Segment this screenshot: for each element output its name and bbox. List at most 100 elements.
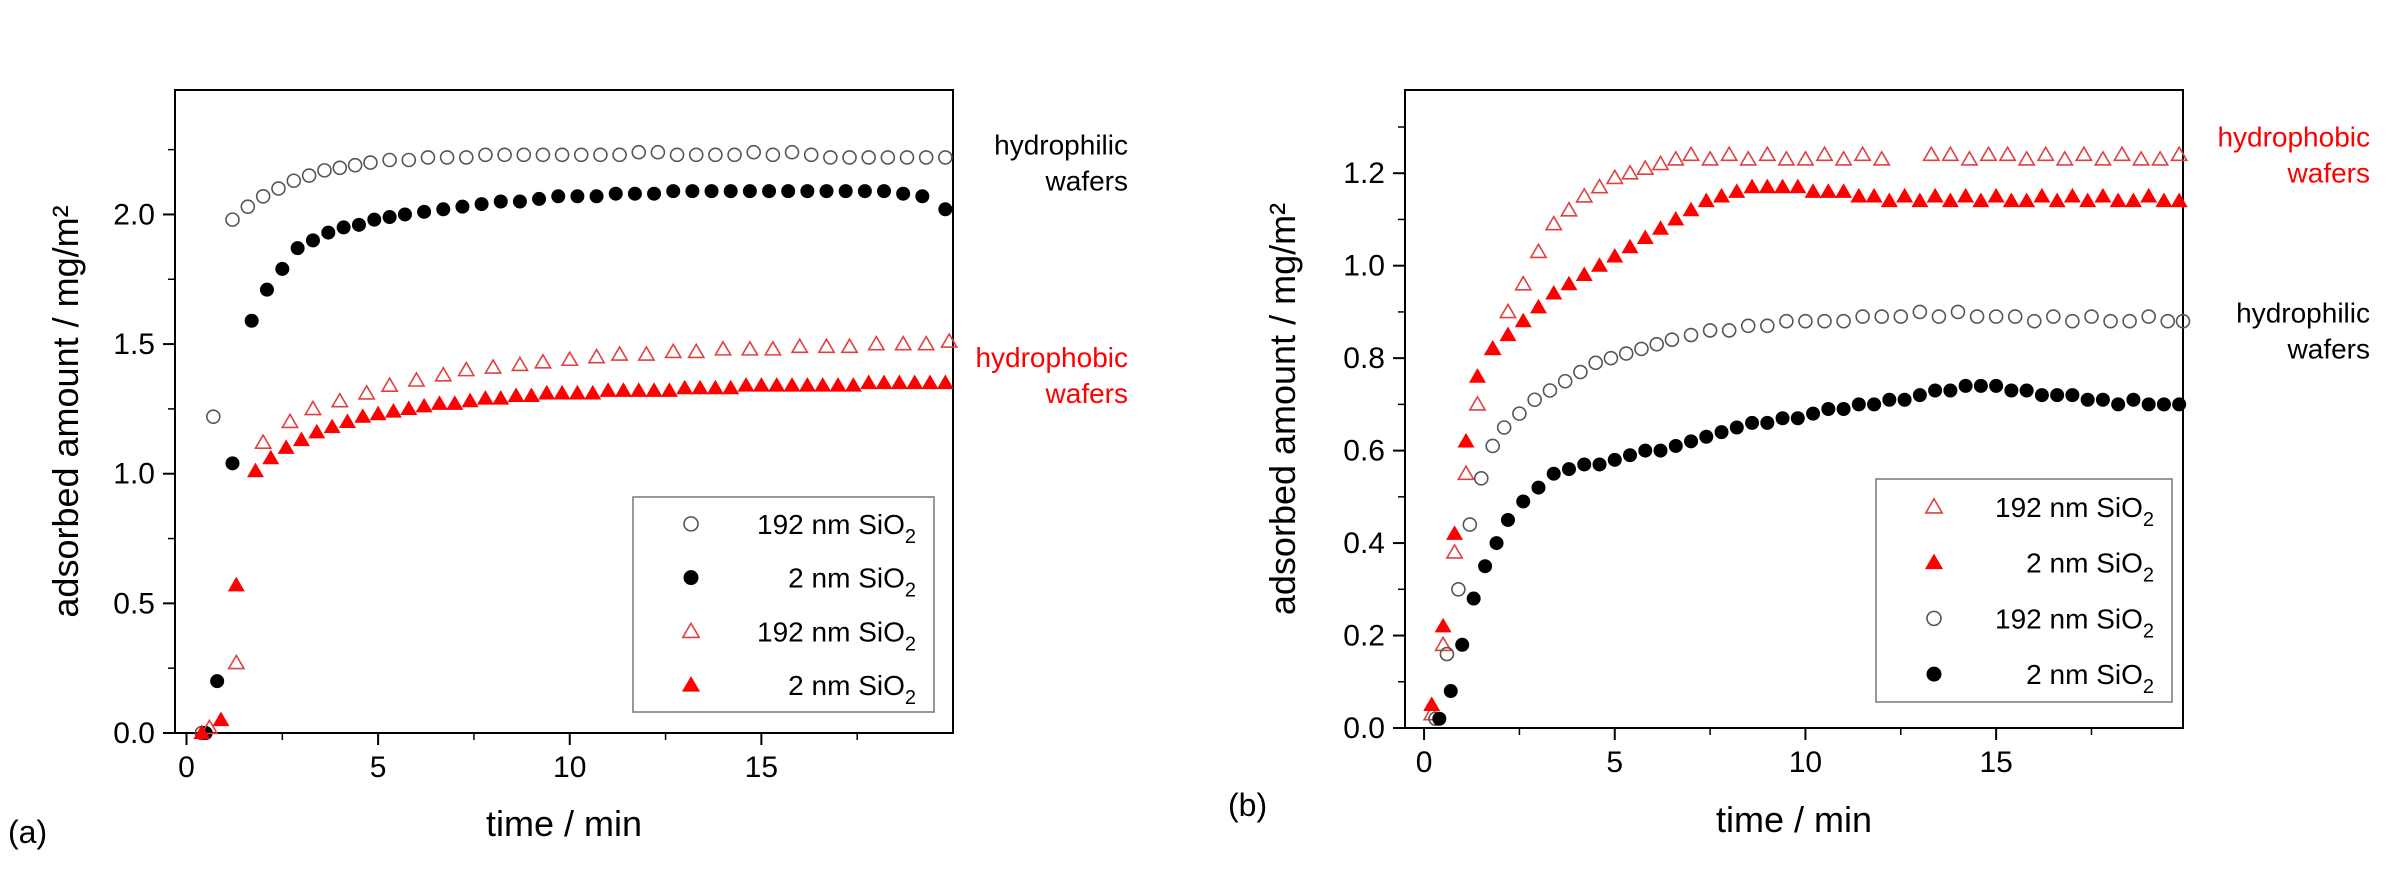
- data-point: [1499, 326, 1517, 342]
- data-point: [1998, 145, 2017, 162]
- data-point: [401, 152, 417, 168]
- data-point: [1960, 150, 1979, 166]
- legend-box: [1875, 478, 2173, 703]
- data-point: [844, 377, 862, 392]
- data-point: [1666, 150, 1685, 166]
- data-point: [727, 147, 742, 163]
- data-point: [225, 456, 240, 471]
- data-point: [1973, 378, 1988, 393]
- data-point: [1561, 462, 1576, 477]
- data-point: [1804, 183, 1822, 198]
- data-point: [1950, 304, 1966, 320]
- data-point: [938, 150, 953, 165]
- y-tick-label: 0.6: [1343, 435, 1385, 468]
- data-point: [688, 147, 704, 163]
- data-point: [1911, 192, 1929, 208]
- data-point: [1979, 145, 1998, 162]
- series-2-nm-sio2-hydrophobic: [1423, 178, 2188, 711]
- data-point: [516, 147, 532, 163]
- data-point: [317, 163, 332, 178]
- data-point: [286, 173, 302, 189]
- data-point: [2079, 192, 2097, 208]
- data-point: [2103, 313, 2118, 329]
- data-point: [2160, 313, 2176, 329]
- data-point: [2074, 145, 2093, 162]
- data-point: [255, 189, 271, 204]
- data-point: [551, 189, 566, 204]
- data-point: [206, 409, 221, 424]
- data-point: [1489, 536, 1504, 551]
- annotation-hydrophobic: hydrophobic wafers: [2217, 122, 2370, 189]
- data-point: [554, 147, 570, 163]
- data-point: [1544, 215, 1563, 231]
- data-point: [1434, 617, 1452, 633]
- data-point: [1485, 438, 1501, 454]
- data-point: [2065, 313, 2080, 329]
- data-point: [457, 360, 476, 377]
- data-point: [1697, 192, 1715, 208]
- data-point: [861, 150, 876, 165]
- annotation-line: hydrophilic: [994, 130, 1128, 161]
- data-point: [400, 400, 418, 416]
- data-point: [474, 197, 489, 212]
- data-point: [227, 576, 245, 592]
- data-point: [1777, 150, 1796, 166]
- data-point: [1514, 312, 1532, 328]
- data-point: [1473, 471, 1489, 486]
- legend-label: 192 nm SiO2: [1995, 603, 2154, 642]
- data-point: [660, 382, 678, 397]
- data-point: [1516, 494, 1531, 509]
- y-tick-label: 0.0: [1343, 712, 1385, 745]
- y-tick-label: 1.2: [1343, 157, 1385, 190]
- legend-label: 192 nm SiO2: [1995, 492, 2154, 531]
- data-point: [246, 462, 264, 478]
- chart-panel-a: 0 5 10 15 0.0 0.5 1.0 1.5 2.0 time / min adsorbed …: [8, 89, 1128, 850]
- legend-label-unit: nm SiO: [2050, 548, 2143, 579]
- y-tick-label: 0.4: [1343, 527, 1385, 560]
- data-point: [2151, 150, 2170, 166]
- data-point: [593, 147, 608, 163]
- legend-label-subscript: 2: [905, 580, 916, 602]
- y-tick-label: 1.0: [1343, 250, 1385, 283]
- data-point: [1760, 318, 1775, 334]
- data-point: [1957, 187, 1975, 203]
- data-point: [2080, 392, 2095, 407]
- data-point: [829, 377, 847, 392]
- data-point: [666, 184, 681, 199]
- legend-label-subscript: 2: [2143, 509, 2154, 531]
- data-point: [1774, 178, 1792, 194]
- data-point: [936, 374, 954, 390]
- data-point: [627, 186, 642, 201]
- data-point: [1699, 429, 1714, 444]
- data-point: [1649, 336, 1665, 352]
- data-point: [1684, 434, 1699, 449]
- data-point: [630, 382, 648, 397]
- data-point: [880, 150, 896, 165]
- data-point: [1573, 364, 1588, 380]
- data-point: [497, 147, 512, 163]
- legend-entry: 192 nm SiO2: [683, 509, 916, 548]
- data-point: [1865, 187, 1883, 203]
- data-point: [587, 347, 606, 364]
- data-point: [687, 342, 706, 359]
- data-point: [896, 186, 911, 201]
- data-point: [1457, 432, 1475, 448]
- data-point: [645, 382, 663, 397]
- data-point: [533, 353, 552, 369]
- annotation-line: hydrophilic: [2236, 297, 2370, 328]
- data-point: [746, 144, 762, 160]
- legend-entry: 2 nm SiO2: [681, 670, 916, 709]
- data-point: [1836, 313, 1851, 329]
- legend-label-subscript: 2: [2143, 565, 2154, 587]
- legend-entry: 2 nm SiO2: [1926, 659, 2154, 698]
- data-point: [610, 345, 629, 361]
- data-point: [2033, 187, 2051, 203]
- data-point: [1546, 466, 1561, 481]
- data-point: [1851, 397, 1866, 412]
- data-point: [2141, 309, 2156, 324]
- chart-panel-b: 0 5 10 15 0.0 0.2 0.4 0.6 0.8 1.0 1.2 time / min ads…: [1228, 89, 2370, 840]
- legend-label-subscript: 2: [905, 687, 916, 709]
- data-point: [706, 379, 724, 395]
- data-point: [1445, 543, 1464, 559]
- data-point: [691, 379, 709, 395]
